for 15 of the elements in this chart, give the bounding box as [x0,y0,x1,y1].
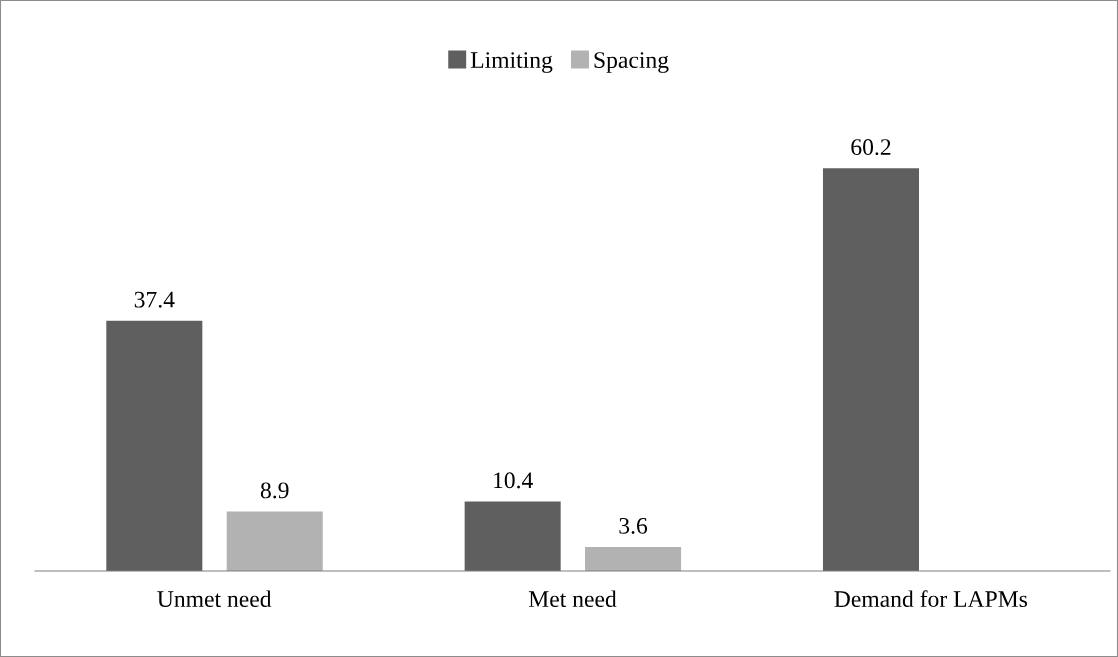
bar [226,511,323,571]
bar [585,546,682,571]
bar [106,320,203,571]
bar [464,501,561,571]
data-label: 60.2 [851,139,891,156]
data-label: 37.4 [134,291,175,308]
data-label: 10.4 [494,472,533,489]
legend-label: Spacing [594,52,669,73]
x-tick-label: Demand for LAPMs [834,590,1028,608]
bar [822,168,920,571]
data-label: 8.9 [260,482,289,499]
legend-label: Limiting [470,52,553,73]
x-tick-label: Unmet need [157,590,272,608]
x-tick-label: Met need [528,590,617,608]
data-label: 3.6 [619,517,648,534]
